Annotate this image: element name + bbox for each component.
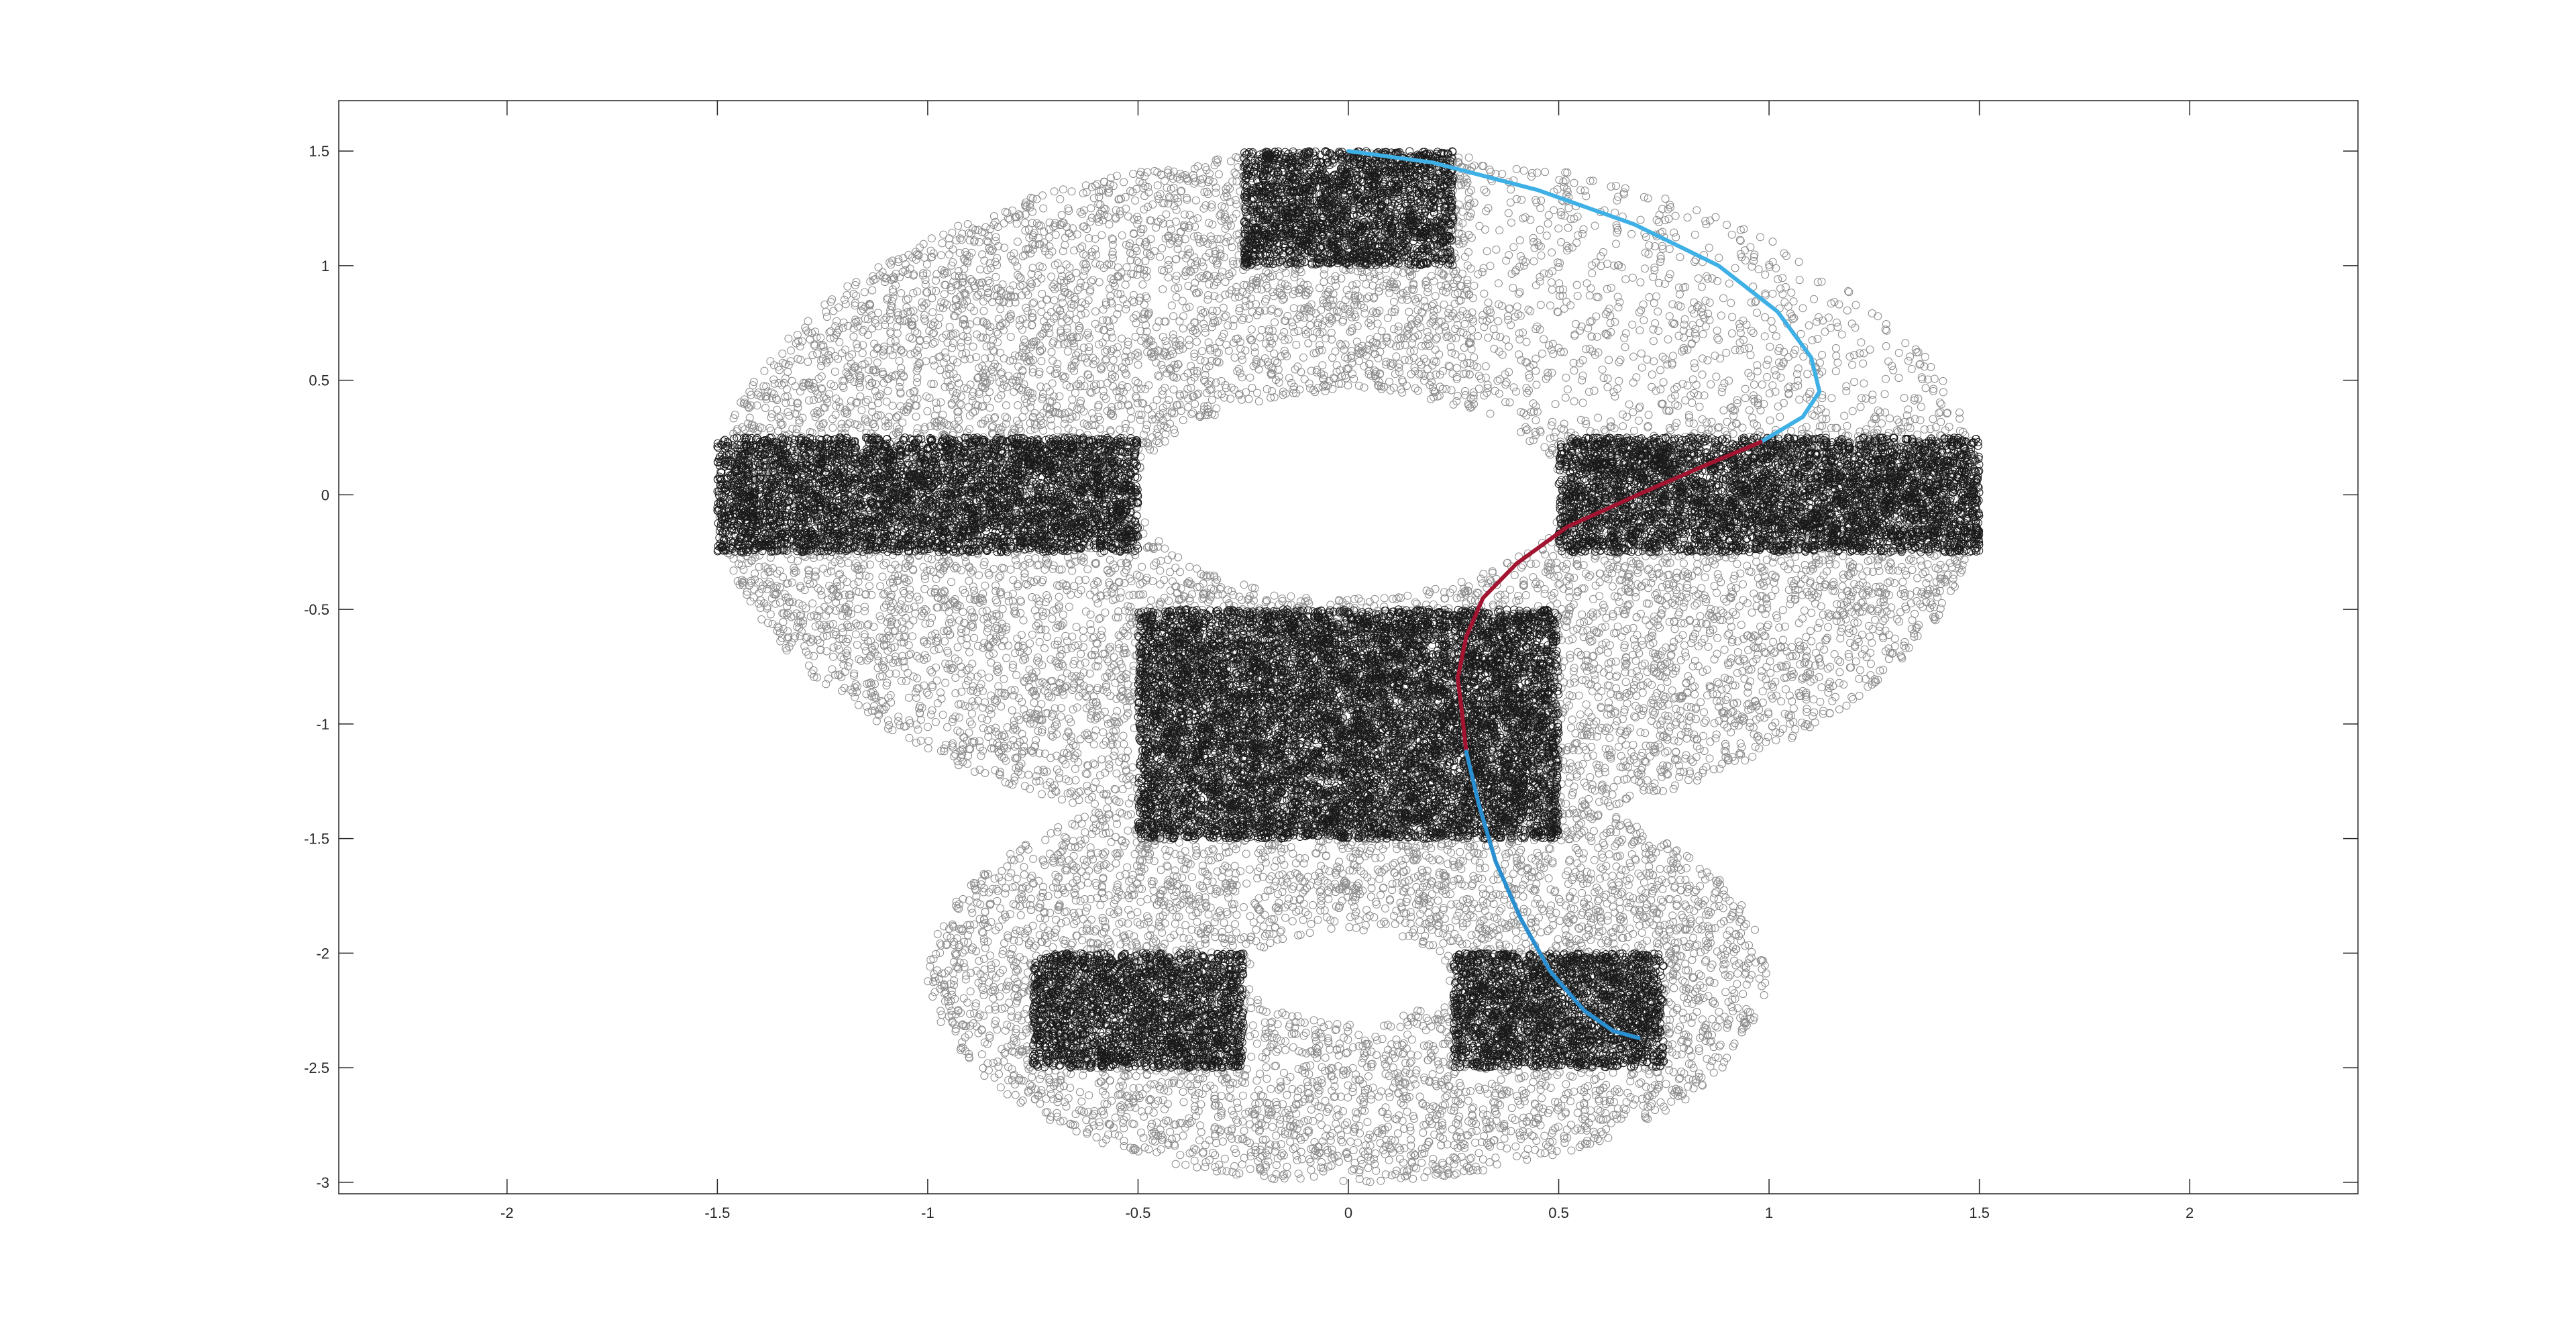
free-sample-point [1103,346,1112,354]
free-sample-point [1159,351,1168,360]
free-sample-point [1209,178,1218,186]
free-sample-point [1107,347,1116,356]
free-sample-point [1274,907,1283,915]
free-sample-point [1605,698,1613,707]
free-sample-point [905,605,914,613]
free-sample-point [1426,372,1435,380]
free-sample-point [1531,899,1540,908]
free-sample-point [1067,560,1075,569]
free-sample-point [1479,1166,1487,1175]
free-sample-point [1537,251,1546,260]
free-sample-point [1089,759,1097,768]
free-sample-point [1516,311,1525,320]
free-sample-point [1222,185,1230,193]
free-sample-point [1802,423,1811,431]
free-sample-point [1595,797,1603,806]
free-sample-point [1670,385,1679,394]
free-sample-point [1731,994,1739,1003]
free-sample-point [1053,364,1061,373]
free-sample-point [835,645,843,654]
free-sample-point [1486,409,1495,418]
free-sample-point [1698,370,1707,379]
free-sample-point [1272,1131,1281,1140]
free-sample-point [813,410,822,419]
free-sample-point [1515,596,1523,605]
free-sample-point [932,574,941,583]
free-sample-point [1032,656,1041,665]
free-sample-point [1478,579,1487,588]
free-sample-point [1589,608,1597,617]
free-sample-point [1283,282,1292,291]
free-sample-point [1391,920,1399,928]
free-sample-point [1619,715,1627,723]
free-sample-point [857,656,865,665]
free-sample-point [1124,562,1132,570]
free-sample-point [1465,1155,1474,1164]
free-sample-point [980,965,989,974]
free-sample-point [961,701,969,710]
free-sample-point [1019,344,1028,353]
free-sample-point [810,396,818,404]
free-sample-point [1470,161,1479,170]
free-sample-point [1586,773,1595,781]
free-sample-point [1089,815,1098,823]
free-sample-point [1586,813,1594,821]
free-sample-point [1790,595,1799,603]
free-sample-point [871,423,879,431]
free-sample-point [898,652,907,660]
free-sample-point [1568,635,1577,644]
free-sample-point [779,572,787,581]
free-sample-point [1577,322,1586,331]
free-sample-point [1195,273,1203,282]
free-sample-point [1135,297,1144,305]
free-sample-point [1379,845,1387,854]
free-sample-point [1638,636,1646,645]
free-sample-point [1623,413,1631,421]
free-sample-point [1820,583,1829,592]
